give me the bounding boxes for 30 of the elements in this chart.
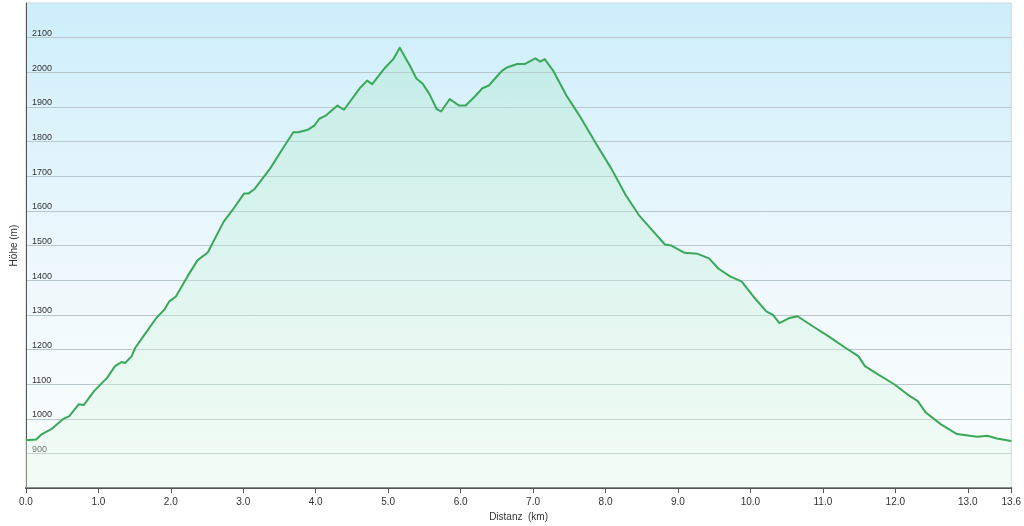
y-tick-label: 1100 <box>31 374 52 385</box>
x-tick-label: 13.0 <box>958 495 978 507</box>
x-axis-title: Distanz (km) <box>489 510 549 522</box>
x-tick-label: 9.0 <box>671 495 686 507</box>
x-tick-label: 10.0 <box>740 495 761 507</box>
x-tick-label: 5.0 <box>381 495 396 507</box>
y-tick-label: 1200 <box>31 340 52 350</box>
y-tick-label: 2000 <box>31 62 52 73</box>
x-tick-label: 2.0 <box>163 495 179 507</box>
y-tick-label: 900 <box>31 443 47 454</box>
x-tick-label: 1.0 <box>91 495 106 507</box>
y-tick-label: 1600 <box>31 201 52 212</box>
x-tick-label: 7.0 <box>526 495 541 507</box>
x-tick-label: 6.0 <box>453 495 469 507</box>
y-tick-label: 1800 <box>31 132 52 143</box>
x-tick-label: 3.0 <box>236 495 251 507</box>
x-tick-label: 4.0 <box>308 495 324 507</box>
y-tick-label: 1900 <box>31 97 52 108</box>
x-tick-label: 0.0 <box>18 495 34 507</box>
y-tick-label: 1500 <box>31 236 52 247</box>
y-tick-label: 1300 <box>31 305 52 316</box>
y-axis-title: Höhe (m) <box>7 224 19 267</box>
y-tick-label: 1400 <box>31 270 52 281</box>
x-tick-label: 8.0 <box>598 495 613 507</box>
x-tick-label: 11.0 <box>813 495 833 507</box>
y-tick-label: 1000 <box>31 409 52 420</box>
x-tick-label: 13.6 <box>1001 495 1022 507</box>
x-tick-label: 12.0 <box>885 495 906 507</box>
y-tick-label: 1700 <box>31 166 52 177</box>
y-tick-label: 2100 <box>31 28 52 39</box>
